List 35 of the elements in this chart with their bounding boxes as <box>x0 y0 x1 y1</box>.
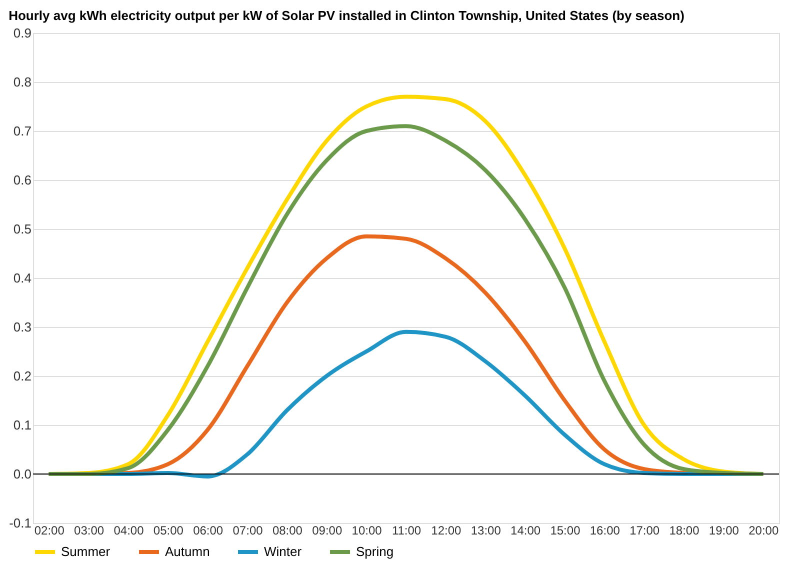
x-tick-label: 19:00 <box>708 524 740 538</box>
legend-label: Spring <box>356 544 394 559</box>
x-tick-label: 05:00 <box>153 524 184 538</box>
x-tick-label: 09:00 <box>312 524 342 538</box>
y-tick-label: 0.3 <box>13 320 32 334</box>
y-tick-label: 0.4 <box>13 270 32 286</box>
x-tick-label: 10:00 <box>352 524 382 538</box>
x-tick-label: 16:00 <box>590 524 620 538</box>
chart-title: Hourly avg kWh electricity output per kW of Solar PV installed in Clinton Township, United States (by season) <box>8 8 684 23</box>
x-tick-label: 07:00 <box>232 524 264 538</box>
x-tick-label: 14:00 <box>510 524 541 538</box>
x-tick-label: 11:00 <box>392 524 422 538</box>
y-tick-label: 0.9 <box>13 26 32 40</box>
legend-label: Summer <box>61 544 111 559</box>
y-tick-label: 0.6 <box>13 172 32 188</box>
y-tick-label: 0.2 <box>13 368 32 384</box>
y-tick-label: 0.5 <box>13 222 32 236</box>
x-tick-label: 04:00 <box>114 524 144 538</box>
x-tick-label: 08:00 <box>272 524 303 538</box>
legend-label: Autumn <box>165 544 210 559</box>
y-tick-label: -0.1 <box>9 516 32 530</box>
legend-label: Winter <box>264 544 302 559</box>
x-tick-label: 15:00 <box>550 524 581 538</box>
x-tick-label: 03:00 <box>74 524 104 538</box>
x-tick-label: 20:00 <box>748 524 779 538</box>
y-tick-label: 0.1 <box>13 418 32 432</box>
x-tick-label: 12:00 <box>431 524 462 538</box>
y-tick-label: 0.8 <box>13 74 32 90</box>
x-tick-label: 02:00 <box>34 524 65 538</box>
y-tick-label: 0.7 <box>13 124 32 138</box>
x-tick-label: 06:00 <box>193 524 224 538</box>
x-tick-label: 18:00 <box>669 524 700 538</box>
y-tick-label: 0.0 <box>13 466 32 482</box>
x-tick-label: 17:00 <box>630 524 660 538</box>
x-tick-label: 13:00 <box>470 524 502 538</box>
